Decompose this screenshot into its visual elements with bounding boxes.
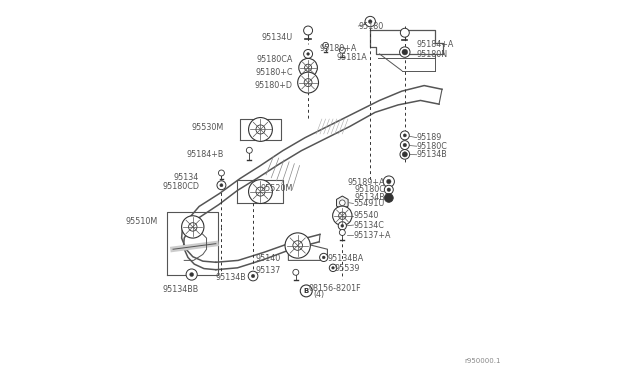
Text: 95180+A: 95180+A (320, 44, 357, 53)
Text: 95134: 95134 (174, 173, 199, 182)
Text: 95134U: 95134U (262, 33, 293, 42)
Text: 95134C: 95134C (353, 221, 385, 230)
Text: 55491U: 55491U (353, 199, 385, 208)
Circle shape (333, 206, 352, 225)
Circle shape (403, 134, 406, 137)
Text: 95140: 95140 (256, 254, 281, 263)
Text: 95180CD: 95180CD (162, 182, 199, 190)
Text: 08156-8201F: 08156-8201F (309, 284, 362, 293)
Circle shape (402, 152, 408, 157)
Circle shape (323, 42, 328, 48)
Circle shape (403, 143, 406, 147)
Circle shape (303, 49, 312, 58)
Text: 95134B: 95134B (216, 273, 246, 282)
Circle shape (401, 131, 410, 140)
Circle shape (303, 26, 312, 35)
Text: 95530M: 95530M (192, 124, 224, 132)
Text: 95180N: 95180N (417, 50, 448, 59)
Circle shape (402, 49, 408, 55)
Text: 95137: 95137 (255, 266, 281, 275)
Text: 95510M: 95510M (126, 217, 158, 226)
Circle shape (299, 58, 317, 77)
Circle shape (256, 125, 265, 134)
Circle shape (304, 78, 312, 87)
Text: 95189+A: 95189+A (348, 178, 385, 187)
Circle shape (217, 181, 226, 190)
Polygon shape (337, 196, 348, 209)
Text: 95189: 95189 (417, 133, 442, 142)
Circle shape (189, 273, 194, 276)
Text: B: B (303, 288, 309, 294)
Circle shape (252, 274, 255, 278)
Circle shape (385, 185, 394, 194)
Text: 95180C: 95180C (417, 142, 447, 151)
Text: 95180+C: 95180+C (255, 68, 293, 77)
Text: 95180C: 95180C (354, 185, 385, 194)
Circle shape (387, 179, 391, 184)
Circle shape (300, 285, 312, 297)
Text: 95180: 95180 (358, 22, 383, 31)
Text: 95539: 95539 (335, 264, 360, 273)
Circle shape (256, 187, 265, 196)
Circle shape (341, 224, 344, 227)
Circle shape (338, 222, 346, 230)
Circle shape (285, 233, 310, 258)
Text: 95134BB: 95134BB (163, 285, 199, 294)
Text: 95184+A: 95184+A (417, 40, 454, 49)
Circle shape (339, 212, 346, 219)
Circle shape (401, 141, 410, 150)
Text: r950000.1: r950000.1 (464, 358, 500, 364)
Circle shape (383, 176, 394, 187)
Text: (4): (4) (314, 290, 324, 299)
Circle shape (339, 47, 346, 53)
Circle shape (248, 180, 273, 203)
Circle shape (369, 20, 372, 23)
Circle shape (323, 256, 325, 259)
Text: 95540: 95540 (353, 211, 379, 220)
Text: 95137+A: 95137+A (353, 231, 391, 240)
Text: 95184+B: 95184+B (187, 150, 224, 159)
Circle shape (189, 223, 197, 231)
Circle shape (248, 271, 258, 281)
Circle shape (307, 52, 309, 55)
Circle shape (339, 230, 346, 235)
Circle shape (387, 188, 390, 192)
Circle shape (365, 16, 376, 27)
Circle shape (399, 47, 410, 57)
Text: 95134B: 95134B (355, 193, 385, 202)
Circle shape (305, 64, 312, 71)
Circle shape (293, 241, 303, 250)
Circle shape (220, 184, 223, 187)
Circle shape (401, 28, 410, 37)
Text: 95134B: 95134B (417, 150, 447, 159)
Circle shape (319, 253, 328, 262)
Text: 95181A: 95181A (337, 53, 367, 62)
Circle shape (182, 216, 204, 238)
Text: 95134BA: 95134BA (328, 254, 364, 263)
Circle shape (246, 147, 252, 153)
Circle shape (400, 150, 410, 159)
Circle shape (330, 264, 337, 272)
Circle shape (339, 200, 345, 206)
Circle shape (186, 269, 197, 280)
Text: 95180+D: 95180+D (255, 81, 293, 90)
Circle shape (248, 118, 273, 141)
Circle shape (385, 193, 394, 202)
Circle shape (298, 72, 319, 93)
Text: 95180CA: 95180CA (257, 55, 293, 64)
Circle shape (332, 266, 334, 269)
Circle shape (293, 269, 299, 275)
Text: 95520M: 95520M (260, 185, 293, 193)
Circle shape (218, 170, 225, 176)
